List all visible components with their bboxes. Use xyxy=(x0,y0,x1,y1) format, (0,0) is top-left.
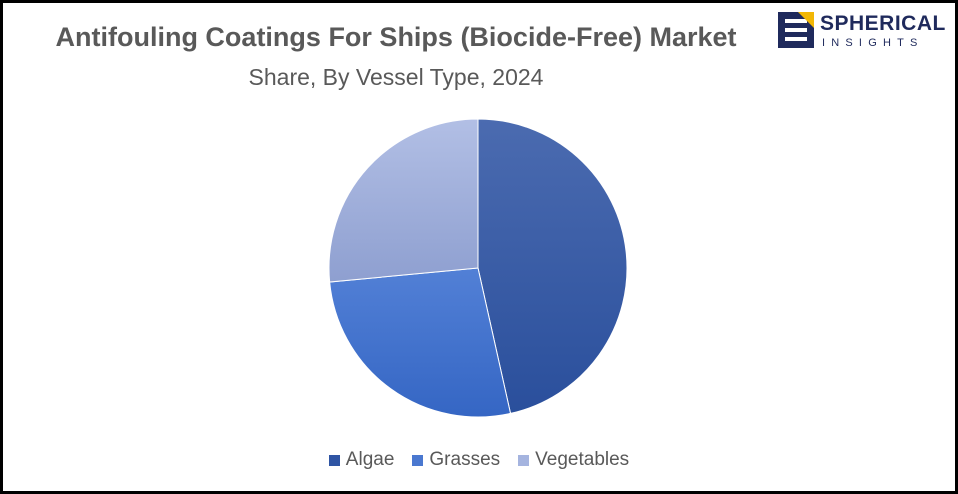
legend-label: Grasses xyxy=(429,449,501,470)
logo-name: SPHERICAL xyxy=(820,12,946,35)
pie-slice-algae xyxy=(477,118,628,415)
logo-subname: INSIGHTS xyxy=(822,37,924,49)
legend-swatch xyxy=(412,454,424,466)
pie-slice-vegetables xyxy=(328,118,479,283)
legend-swatch xyxy=(328,454,340,466)
brand-logo: SPHERICAL INSIGHTS xyxy=(778,12,948,52)
spherical-insights-logo-icon xyxy=(778,12,814,48)
legend-label: Algae xyxy=(345,449,395,470)
chart-subtitle: Share, By Vessel Type, 2024 xyxy=(248,64,544,90)
chart-title: Antifouling Coatings For Ships (Biocide-… xyxy=(55,22,737,52)
legend-item-vegetables: Vegetables xyxy=(518,449,629,471)
legend-swatch xyxy=(518,454,530,466)
legend-item-grasses: Grasses xyxy=(412,449,500,471)
pie-slice-grasses xyxy=(329,267,512,418)
legend-label: Vegetables xyxy=(535,449,630,470)
legend-item-algae: Algae xyxy=(328,449,395,471)
chart-legend: Algae Grasses Vegetables xyxy=(0,449,958,471)
